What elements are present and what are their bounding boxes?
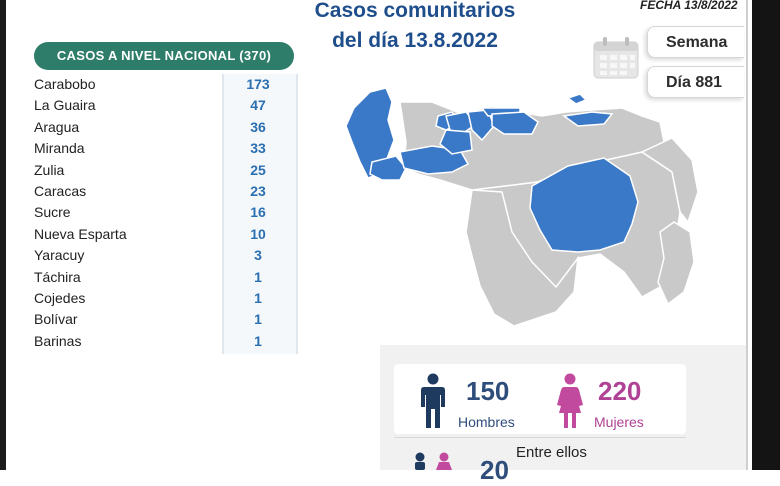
map-state-bolivar [529,157,639,253]
map-state-cojedes [439,129,473,155]
women-label: Mujeres [594,414,644,430]
table-row: Miranda 33 [30,138,296,159]
table-row: Bolívar 1 [30,309,296,330]
table-rows: Carabobo 173 La Guaira 47 Aragua 36 Miranda 33 Z… [30,74,296,352]
left-frame-edge [0,0,6,470]
table-row: La Guaira 47 [30,95,296,116]
week-counter: Semana 126 [647,26,744,83]
state-name: Táchira [34,268,81,285]
title-line-2: del día 13.8.2022 [332,29,498,52]
man-icon [421,373,445,428]
table-header: CASOS A NIVEL NACIONAL (370) [34,42,294,70]
partial-count: 20 [480,455,509,485]
state-case-count: 16 [250,204,266,221]
state-case-count: 10 [250,225,266,242]
state-case-count: 36 [250,118,266,135]
page-title: Casos comunitarios del día 13.8.2022 [270,0,560,56]
state-case-count: 1 [254,268,262,285]
women-count: 220 [598,376,642,406]
map-region-amazonas [465,189,580,327]
map-region-east-gray [640,137,699,224]
state-case-count: 33 [250,140,266,157]
map-region-delta [657,221,695,306]
state-name: Nueva Esparta [34,225,127,242]
state-name: Miranda [34,140,85,157]
map-state-sucre [562,111,614,127]
state-name: Aragua [34,118,80,135]
state-name: Cojedes [34,289,86,306]
table-row: Caracas 23 [30,181,296,202]
state-case-count: 23 [250,182,266,199]
state-case-count: 3 [254,247,262,264]
state-case-count: 1 [254,289,262,306]
title-line-1: Casos comunitarios [314,0,516,22]
table-row: Cojedes 1 [30,288,296,309]
venezuela-map [345,87,699,327]
state-case-count: 173 [246,76,270,92]
table-row: Táchira 1 [30,267,296,288]
table-row: Carabobo 173 [30,74,296,95]
right-frame-edge [752,0,780,470]
state-name: Caracas [34,182,87,199]
table-row: Nueva Esparta 10 [30,224,296,245]
state-name: La Guaira [34,97,96,114]
state-case-count: 1 [254,311,262,328]
small-people-icons [415,452,452,470]
state-case-count: 47 [250,97,266,114]
state-name: Barinas [34,332,82,349]
map-state-tachira [369,155,407,181]
state-case-count: 25 [250,161,266,178]
entre-ellos-text: Entre ellos [516,444,587,461]
table-row: Zulia 25 [30,160,296,181]
right-frame-line [746,0,748,470]
men-label: Hombres [458,414,515,430]
state-name: Carabobo [34,76,96,92]
calendar-icon [593,37,639,79]
map-state-miranda [491,111,539,135]
value-column [222,74,298,354]
table-row: Aragua 36 [30,117,296,138]
table-row: Sucre 16 [30,202,296,223]
stats-divider [394,437,686,438]
national-cases-table: CASOS A NIVEL NACIONAL (370) Carabobo 173… [30,38,298,354]
state-name: Zulia [34,161,65,178]
state-case-count: 1 [254,332,262,349]
state-name: Yaracuy [34,247,85,264]
map-state-nueva-esparta [566,93,588,105]
men-count: 150 [466,376,510,406]
state-name: Bolívar [34,311,78,328]
date-label: FECHA 13/8/2022 [640,0,738,12]
day-counter: Día 881 [647,66,744,98]
state-name: Sucre [34,204,71,221]
table-row: Barinas 1 [30,331,296,352]
table-row: Yaracuy 3 [30,245,296,266]
woman-icon [557,373,583,428]
